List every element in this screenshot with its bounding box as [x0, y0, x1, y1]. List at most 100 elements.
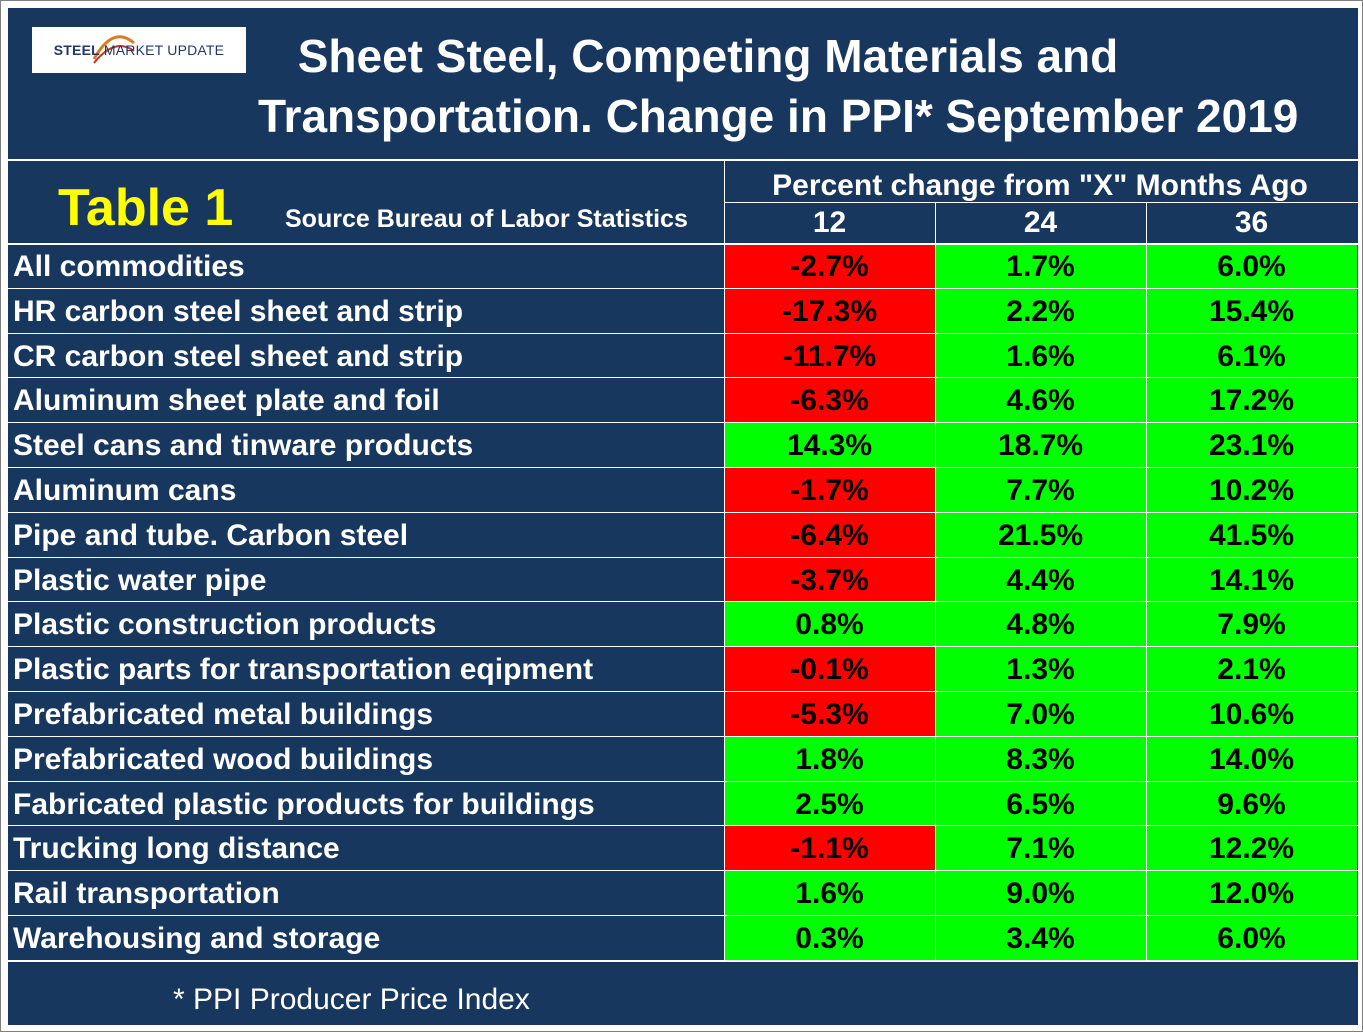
row-rule	[8, 377, 1358, 379]
value-cell: 8.3%	[935, 735, 1146, 781]
value-cell: -5.3%	[724, 691, 935, 736]
steel-market-update-logo: STEEL MARKET UPDATE	[32, 27, 246, 73]
value-cell: 4.8%	[935, 601, 1146, 647]
value-cell: 12.0%	[1146, 870, 1357, 915]
row-rule	[8, 735, 1358, 737]
value-cell: 1.6%	[935, 332, 1146, 378]
row-label: Fabricated plastic products for building…	[13, 787, 595, 821]
row-label: All commodities	[13, 250, 245, 283]
row-rule	[8, 511, 1358, 513]
row-rule	[8, 691, 1358, 692]
value-cell: 0.8%	[724, 601, 935, 647]
row-rule	[8, 825, 1358, 827]
row-rule	[8, 556, 1358, 558]
value-cell: 2.2%	[935, 287, 1146, 333]
row-label: Prefabricated wood buildings	[13, 742, 434, 776]
row-label: Plastic parts for transportation eqipmen…	[13, 653, 594, 687]
row-rule	[8, 332, 1358, 334]
column-header-36: 36	[1234, 206, 1269, 239]
row-label: Trucking long distance	[13, 832, 340, 866]
value-cell: 1.7%	[935, 243, 1146, 288]
row-label: Rail transportation	[13, 877, 280, 911]
footnote: * PPI Producer Price Index	[173, 983, 530, 1016]
table-panel: STEEL MARKET UPDATE Sheet Steel, Competin…	[8, 8, 1358, 1025]
value-cell: 3.4%	[935, 915, 1146, 960]
value-cell: -1.1%	[724, 825, 935, 871]
chart-title-line-1: Sheet Steel, Competing Materials and	[297, 30, 1119, 82]
logo-word-rest: MARKET UPDATE	[103, 42, 225, 58]
column-rule	[724, 159, 725, 960]
value-cell: 7.0%	[935, 691, 1146, 736]
value-cell: 21.5%	[935, 511, 1146, 557]
row-rule	[8, 915, 1358, 916]
column-header-24: 24	[1023, 206, 1058, 239]
table-bottom-rule	[8, 959, 1358, 962]
value-cell: 14.3%	[724, 422, 935, 467]
value-cell: 15.4%	[1146, 287, 1357, 333]
row-rule	[8, 646, 1358, 648]
value-cell: 41.5%	[1146, 511, 1357, 557]
value-cell: -3.7%	[724, 556, 935, 602]
value-cell: 2.5%	[724, 780, 935, 826]
value-cell: 6.0%	[1146, 915, 1357, 960]
row-label: Aluminum sheet plate and foil	[13, 384, 440, 418]
value-cell: 10.2%	[1146, 467, 1357, 512]
row-label: Prefabricated metal buildings	[13, 698, 434, 731]
value-cell: 12.2%	[1146, 825, 1357, 871]
table-label: Table 1	[58, 179, 234, 237]
value-cell: 9.0%	[935, 870, 1146, 915]
row-rule	[8, 422, 1358, 424]
value-cell: 7.1%	[935, 825, 1146, 871]
value-cell: 23.1%	[1146, 422, 1357, 467]
logo-swoosh-icon	[92, 35, 135, 64]
value-cell: 17.2%	[1146, 377, 1357, 423]
row-rule	[8, 467, 1358, 468]
row-label: Warehousing and storage	[13, 922, 381, 955]
chart-title: Sheet Steel, Competing Materials and Tra…	[258, 26, 1299, 146]
header-bottom-rule	[8, 243, 1358, 245]
logo-word-steel: STEEL	[53, 42, 100, 58]
row-rule	[8, 601, 1358, 603]
value-cell: 4.6%	[935, 377, 1146, 423]
value-cell: 14.0%	[1146, 735, 1357, 781]
value-cell: 6.1%	[1146, 332, 1357, 378]
value-cell: -6.3%	[724, 377, 935, 423]
row-label: Steel cans and tinware products	[13, 429, 474, 463]
column-header-12: 12	[812, 206, 847, 239]
chart-title-line-2: Transportation. Change in PPI* September…	[258, 90, 1299, 142]
value-cell: 6.0%	[1146, 243, 1357, 288]
value-cell: 2.1%	[1146, 646, 1357, 691]
row-label: HR carbon steel sheet and strip	[13, 294, 464, 328]
row-label: Pipe and tube. Carbon steel	[13, 518, 409, 552]
value-cell: 6.5%	[935, 780, 1146, 826]
value-cell: 18.7%	[935, 422, 1146, 467]
row-label: Plastic water pipe	[13, 563, 267, 597]
row-label: CR carbon steel sheet and strip	[13, 339, 464, 373]
value-cell: 1.3%	[935, 646, 1146, 691]
value-cell: 14.1%	[1146, 556, 1357, 602]
value-cell: 7.9%	[1146, 601, 1357, 647]
value-cell: 1.8%	[724, 735, 935, 781]
value-cell: 9.6%	[1146, 780, 1357, 826]
column-group-header: Percent change from "X" Months Ago	[772, 169, 1308, 202]
header-rule	[724, 202, 1358, 203]
value-cell: 10.6%	[1146, 691, 1357, 736]
row-label: Plastic construction products	[13, 608, 437, 642]
value-cell: -17.3%	[724, 287, 935, 333]
row-rule	[8, 780, 1358, 782]
column-rule	[935, 202, 936, 960]
row-label: Aluminum cans	[13, 474, 237, 507]
row-rule	[8, 870, 1358, 872]
value-cell: 1.6%	[724, 870, 935, 915]
row-rule	[8, 287, 1358, 289]
value-cell: -11.7%	[724, 332, 935, 378]
value-cell: 4.4%	[935, 556, 1146, 602]
value-cell: -1.7%	[724, 467, 935, 512]
value-cell: 0.3%	[724, 915, 935, 960]
value-cell: -2.7%	[724, 243, 935, 288]
value-cell: -6.4%	[724, 511, 935, 557]
source-label: Source Bureau of Labor Statistics	[285, 205, 688, 233]
table-top-rule	[8, 159, 1358, 161]
value-cell: -0.1%	[724, 646, 935, 691]
